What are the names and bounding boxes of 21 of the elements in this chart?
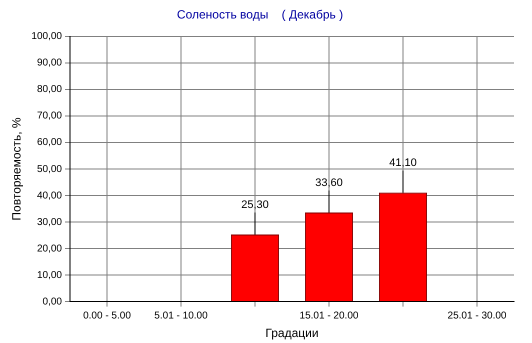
y-tick-label: 30,00 bbox=[36, 216, 62, 228]
y-tick-label: 90,00 bbox=[36, 58, 62, 69]
y-tick-label: 100,00 bbox=[31, 31, 62, 42]
x-tick-label: 15.01 - 20.00 bbox=[300, 310, 359, 322]
x-tick-label: 25.01 - 30.00 bbox=[448, 310, 507, 322]
data-label: 33,60 bbox=[315, 177, 343, 190]
y-tick-label: 10,00 bbox=[36, 270, 62, 281]
data-label: 41,10 bbox=[389, 157, 417, 170]
y-axis-title: Повторяемость, % bbox=[10, 117, 24, 221]
x-tick-label: 0.00 - 5.00 bbox=[83, 310, 132, 322]
y-tick-label: 70,00 bbox=[36, 110, 62, 122]
x-axis-title: Градации bbox=[265, 326, 319, 340]
data-label: 25,30 bbox=[241, 199, 269, 212]
y-tick-label: 40,00 bbox=[36, 190, 62, 202]
x-tick-label: 5.01 - 10.00 bbox=[154, 310, 208, 322]
y-tick-label: 20,00 bbox=[36, 243, 62, 254]
y-tick-label: 0,00 bbox=[42, 296, 62, 308]
chart-title: Соленость воды ( Декабрь ) bbox=[176, 8, 344, 22]
y-tick-label: 80,00 bbox=[36, 84, 62, 96]
y-tick-label: 60,00 bbox=[36, 137, 62, 148]
y-tick-label: 50,00 bbox=[36, 164, 62, 175]
